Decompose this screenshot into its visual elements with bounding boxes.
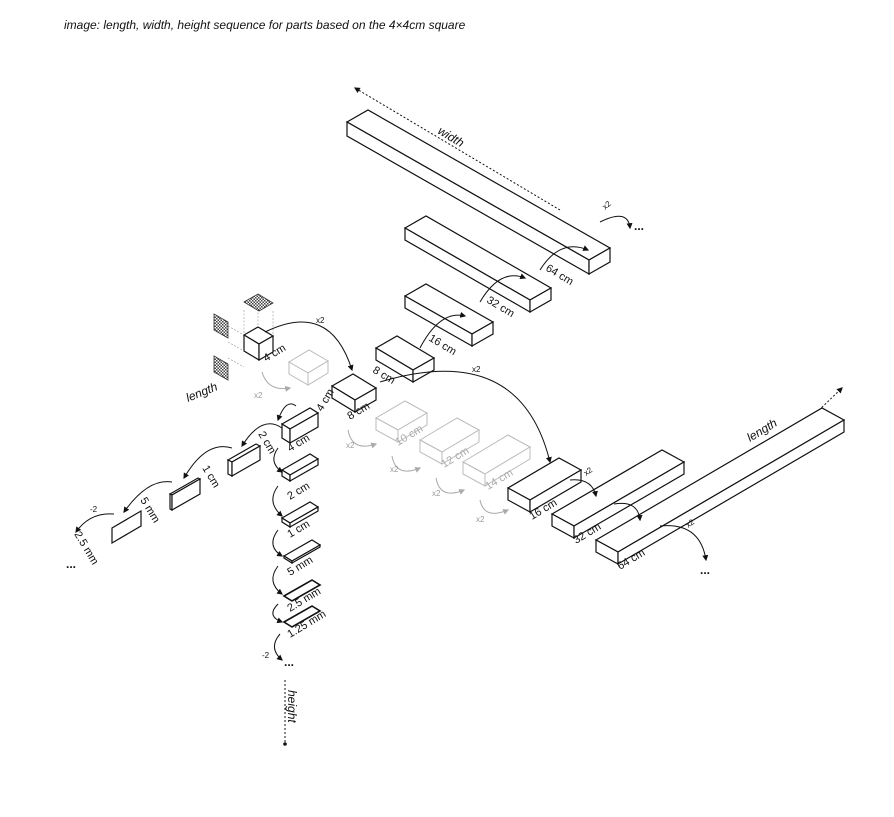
length-x2-32: x2 xyxy=(582,465,595,478)
ghost-x2-16: x2 xyxy=(476,515,485,524)
width-block-8cm xyxy=(374,335,436,384)
width-label-64cm: 64 cm xyxy=(543,262,575,288)
ghost-x2-14: x2 xyxy=(432,489,441,498)
width-x2-label: x2 xyxy=(601,199,614,212)
height-axis: height xyxy=(283,680,299,746)
width-continue-dots: ... xyxy=(634,219,644,233)
height-continue-dots: ... xyxy=(284,655,294,669)
width-block-64cm xyxy=(345,109,612,276)
ghost-x2-origin: x2 xyxy=(254,391,263,400)
left-block-1cm xyxy=(168,477,202,512)
ghost-x2-12: x2 xyxy=(390,465,399,474)
hatch-left xyxy=(213,313,229,339)
length-arrows xyxy=(569,479,709,562)
width-block-32cm xyxy=(403,215,553,314)
length-block-16cm xyxy=(506,457,583,514)
length-block-32cm xyxy=(550,449,686,540)
ghost-block-14cm xyxy=(461,434,532,487)
height-label-2cm: 2 cm xyxy=(285,480,312,503)
height-arrows xyxy=(272,447,284,661)
left-div2-label: -2 xyxy=(90,505,98,514)
width-block-16cm xyxy=(403,283,495,348)
ghost-x2-10: x2 xyxy=(346,441,355,450)
ghost-block-10cm xyxy=(374,400,429,443)
hatch-top xyxy=(243,293,274,312)
center-block-8cm xyxy=(330,373,378,414)
height-div2-label: -2 xyxy=(262,651,270,660)
height-block-5mm xyxy=(282,539,322,565)
origin-x2-arrow xyxy=(264,321,354,372)
left-arrows xyxy=(75,403,297,533)
width-axis-label: width xyxy=(435,124,467,151)
left-block-2cm xyxy=(226,443,262,478)
origin-x2-label: x2 xyxy=(316,316,325,325)
ghost-block-4cm xyxy=(288,349,329,386)
left-label-1cm: 1 cm xyxy=(199,463,222,490)
length-x2-label: x2 xyxy=(472,365,481,374)
left-continue-dots: ... xyxy=(66,557,76,571)
height-axis-label: height xyxy=(285,690,299,723)
height-block-2.5mm xyxy=(282,579,322,602)
height-block-2cm xyxy=(280,453,320,483)
ghost-block-12cm xyxy=(418,417,481,465)
origin-cube xyxy=(242,326,275,362)
left-block-4cm xyxy=(280,407,320,445)
caption: image: length, width, height sequence fo… xyxy=(64,18,466,32)
length-block-64cm xyxy=(594,407,846,566)
ghost-length-arrows xyxy=(347,429,510,515)
height-block-1cm xyxy=(280,501,320,529)
length-continue-dots: ... xyxy=(700,563,710,577)
hatch-bottom xyxy=(213,355,229,381)
left-block-5mm xyxy=(111,509,142,545)
length-x2-arc xyxy=(379,370,552,464)
length-left-axis-label: length xyxy=(184,379,220,404)
height-block-1.25mm xyxy=(282,605,322,628)
ghost-arrow-origin xyxy=(261,371,292,392)
width-arrows xyxy=(419,215,633,349)
